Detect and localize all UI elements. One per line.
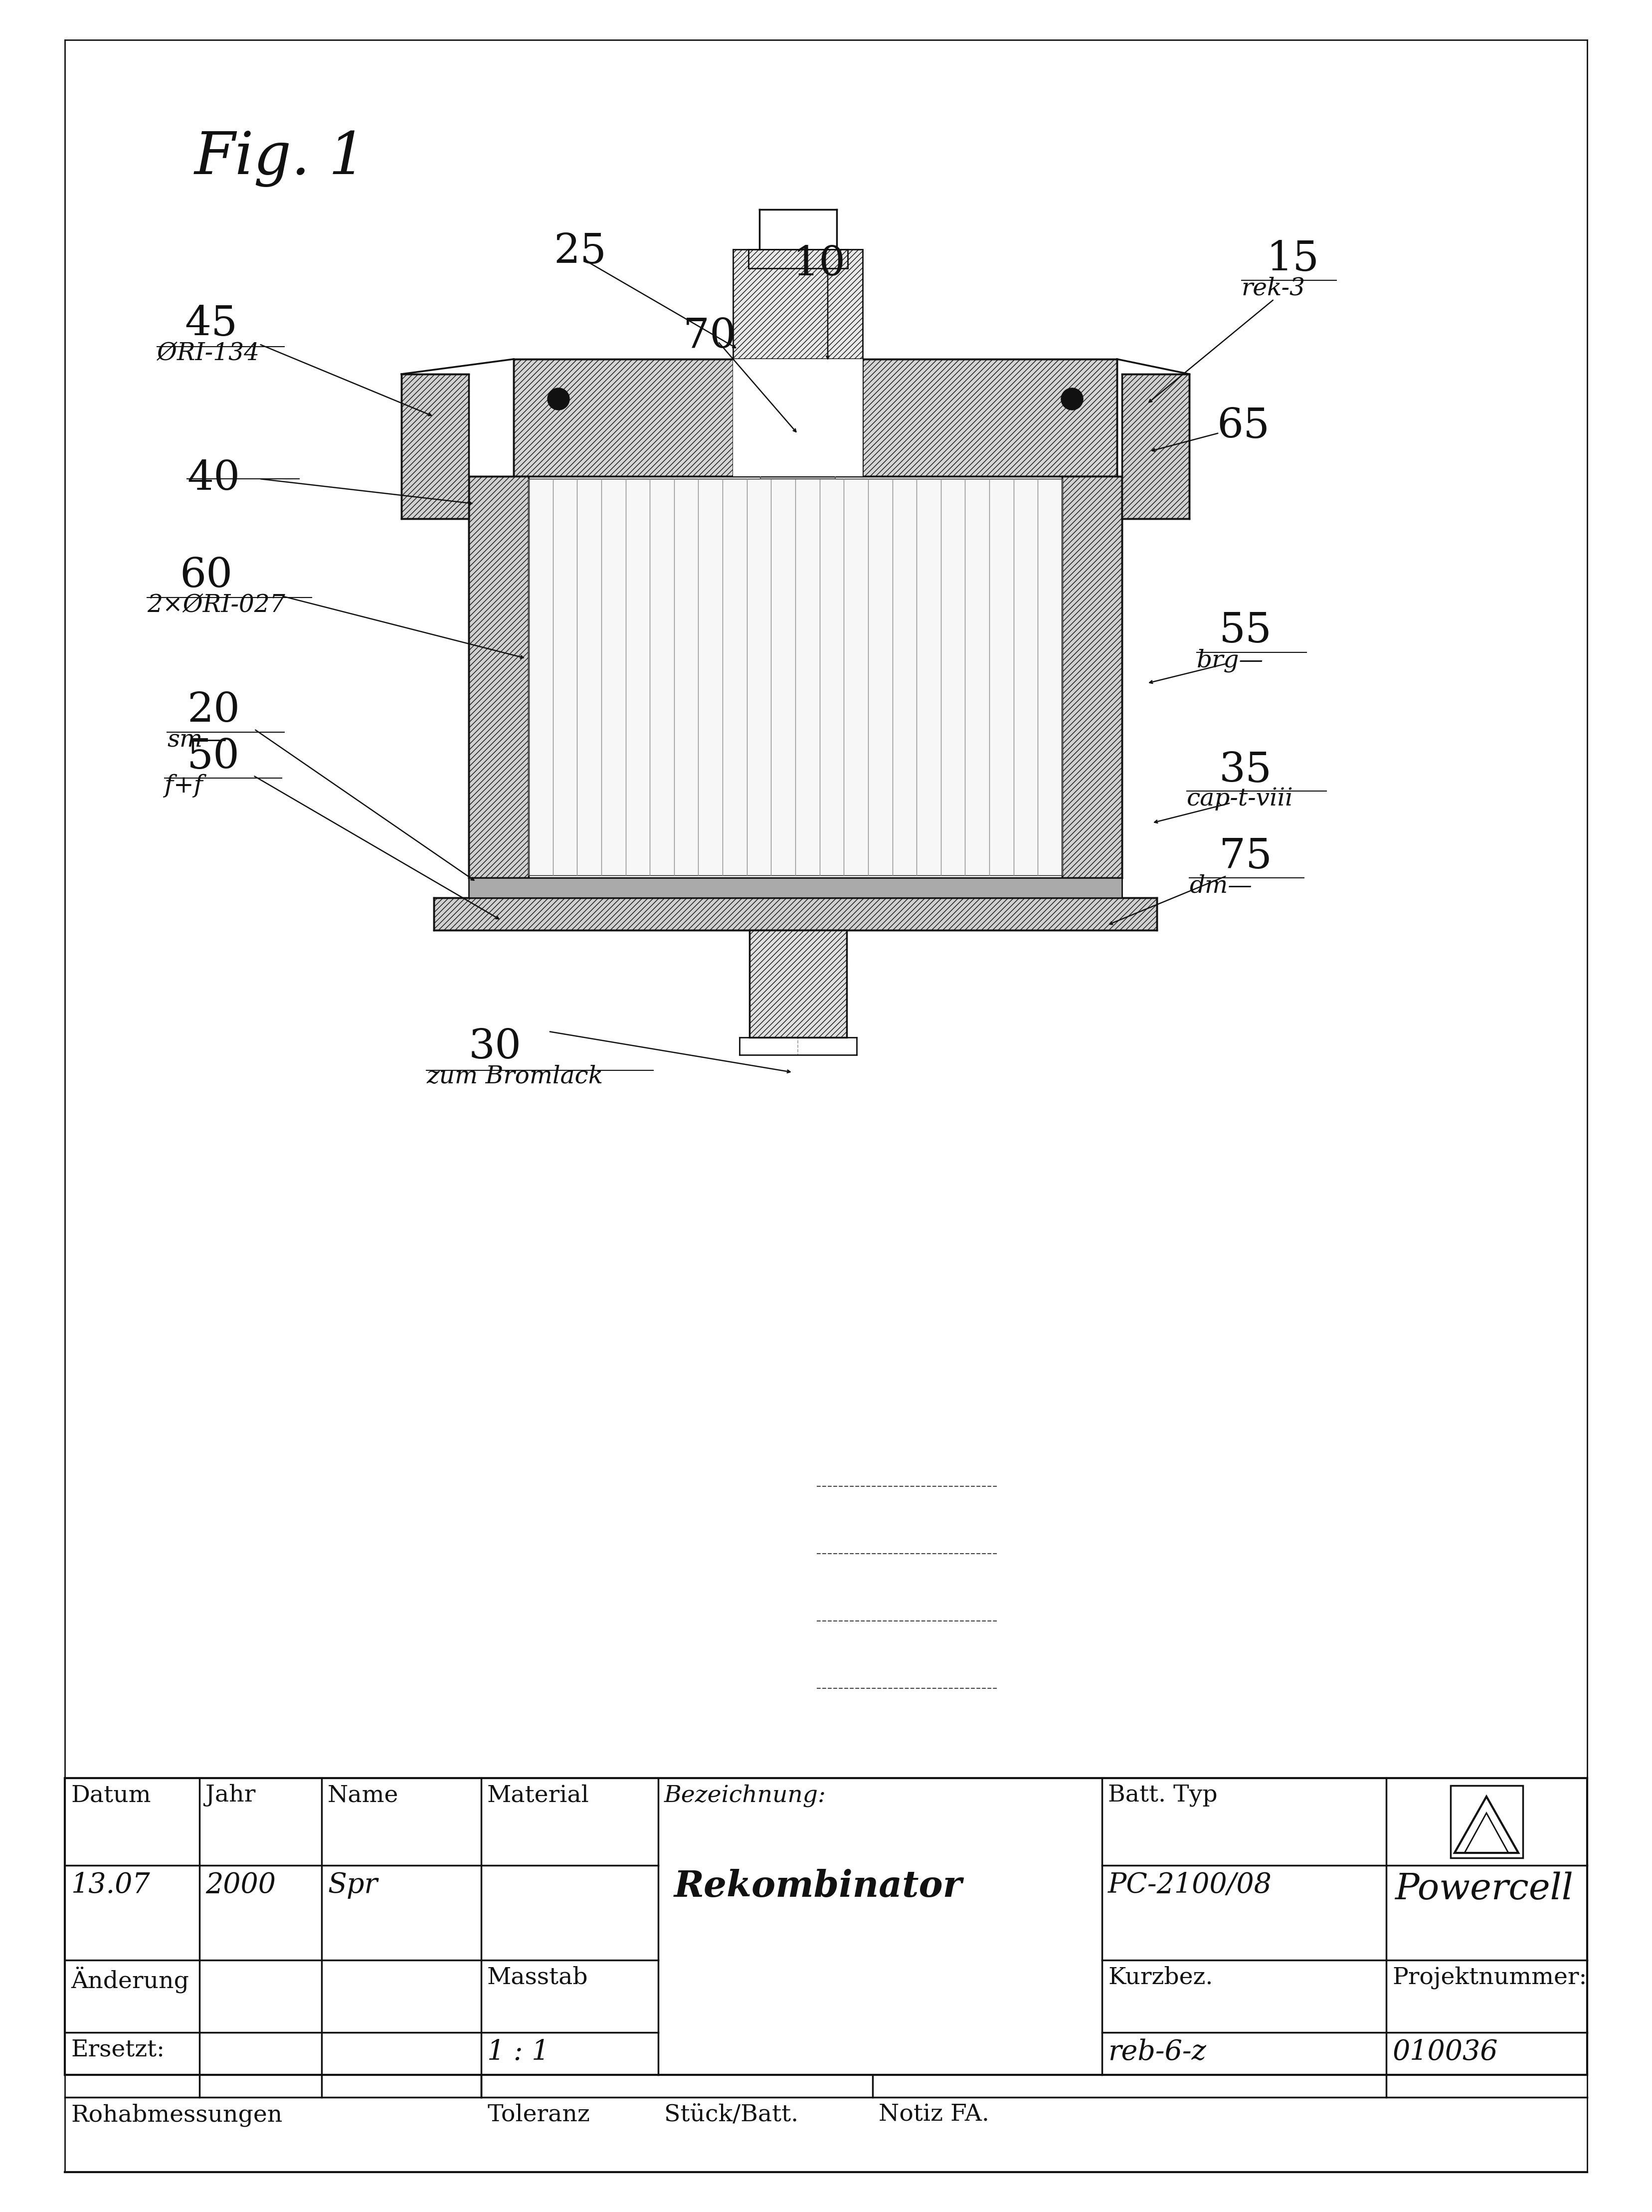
Text: rek-3: rek-3	[1242, 276, 1305, 301]
Text: 45: 45	[185, 305, 238, 345]
Text: Batt. Typ: Batt. Typ	[1108, 1785, 1218, 1807]
Text: 10: 10	[793, 243, 846, 285]
Text: 75: 75	[1219, 836, 1272, 876]
Text: Material: Material	[487, 1785, 590, 1807]
Bar	[750, 931, 847, 1037]
Text: Projektnummer:: Projektnummer:	[1393, 1966, 1588, 1989]
Circle shape	[1061, 387, 1084, 409]
Text: 60: 60	[180, 555, 233, 595]
Text: Ersetzt:: Ersetzt:	[71, 2039, 165, 2062]
Text: Spr: Spr	[327, 1871, 377, 1898]
Text: ØRI-134: ØRI-134	[157, 341, 259, 365]
Text: Rekombinator: Rekombinator	[674, 1869, 963, 1905]
Text: 35: 35	[1219, 750, 1272, 790]
Text: 2000: 2000	[205, 1871, 276, 1898]
Bar	[514, 358, 1117, 476]
Text: Jahr: Jahr	[205, 1785, 256, 1807]
Text: Rohabmessungen: Rohabmessungen	[71, 2104, 282, 2126]
Text: Powercell: Powercell	[1394, 1871, 1573, 1907]
Text: 55: 55	[1219, 611, 1272, 650]
Text: Masstab: Masstab	[487, 1966, 588, 1989]
Text: cap-t-viii: cap-t-viii	[1186, 787, 1294, 810]
Bar	[1450, 1785, 1523, 1858]
Text: 30: 30	[469, 1026, 522, 1068]
Text: Stück/Batt.: Stück/Batt.	[664, 2104, 798, 2126]
Text: 2×ØRI-027: 2×ØRI-027	[147, 593, 286, 617]
Text: 50: 50	[187, 737, 240, 776]
Text: zum Bromlack: zum Bromlack	[426, 1064, 603, 1088]
Text: 40: 40	[187, 458, 240, 498]
Bar	[1122, 374, 1189, 518]
Bar	[733, 250, 862, 358]
Text: 15: 15	[1267, 239, 1320, 279]
Text: Bezeichnung:: Bezeichnung:	[664, 1785, 826, 1807]
Text: 1 : 1: 1 : 1	[487, 2039, 548, 2066]
Bar	[469, 476, 529, 878]
Text: Fig. 1: Fig. 1	[195, 131, 367, 186]
Text: reb-6-z: reb-6-z	[1108, 2039, 1206, 2066]
Bar	[434, 898, 1156, 931]
Text: sm—: sm—	[167, 728, 226, 752]
Text: 70: 70	[684, 316, 737, 356]
Bar	[733, 358, 862, 476]
Text: Notiz FA.: Notiz FA.	[879, 2104, 990, 2126]
Text: Kurzbez.: Kurzbez.	[1108, 1966, 1213, 1989]
Text: 20: 20	[187, 690, 240, 730]
Text: Datum: Datum	[71, 1785, 150, 1807]
Text: 010036: 010036	[1393, 2039, 1498, 2066]
Text: 13.07: 13.07	[71, 1871, 150, 1898]
Text: 25: 25	[553, 232, 606, 272]
Text: Toleranz: Toleranz	[487, 2104, 590, 2126]
Text: PC-2100/08: PC-2100/08	[1108, 1871, 1272, 1898]
Bar	[401, 374, 469, 518]
Bar	[529, 478, 1062, 876]
Text: Änderung: Änderung	[71, 1966, 188, 1993]
Text: 65: 65	[1216, 407, 1270, 447]
Bar	[1062, 476, 1122, 878]
Text: f+f: f+f	[165, 774, 203, 799]
Text: Name: Name	[327, 1785, 398, 1807]
Bar	[469, 878, 1122, 898]
Text: brg—: brg—	[1196, 648, 1264, 672]
Text: dm—: dm—	[1189, 874, 1252, 898]
Circle shape	[547, 387, 570, 409]
